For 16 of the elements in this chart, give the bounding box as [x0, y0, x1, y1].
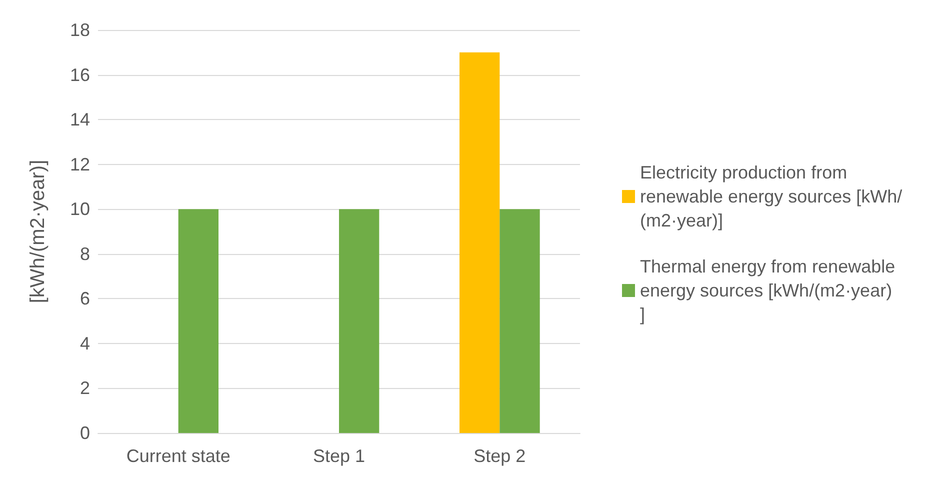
- legend-label: Electricity production from renewable energy sources [kWh/(m2·year)]: [640, 162, 902, 230]
- y-tick-label: 14: [70, 110, 90, 130]
- y-tick-label: 16: [70, 64, 90, 85]
- x-tick-label: Step 1: [312, 446, 366, 466]
- y-tick-label: 10: [70, 199, 90, 220]
- y-tick-label: 4: [80, 333, 90, 354]
- y-tick-label: 0: [80, 423, 90, 443]
- x-tick-label: Step 2: [474, 446, 526, 466]
- legend-label: Thermal energy from renewable energy sources [kWh/(m2·year)]: [640, 256, 900, 324]
- y-axis-title: [kWh/(m2·year)]: [27, 160, 49, 304]
- y-tick-label: 12: [70, 154, 90, 174]
- y-tick-label: 6: [80, 288, 90, 309]
- y-tick-label: 8: [80, 244, 90, 264]
- y-tick-label: 18: [70, 20, 90, 40]
- x-tick-label: Current state: [126, 446, 230, 466]
- y-tick-label: 2: [80, 378, 90, 398]
